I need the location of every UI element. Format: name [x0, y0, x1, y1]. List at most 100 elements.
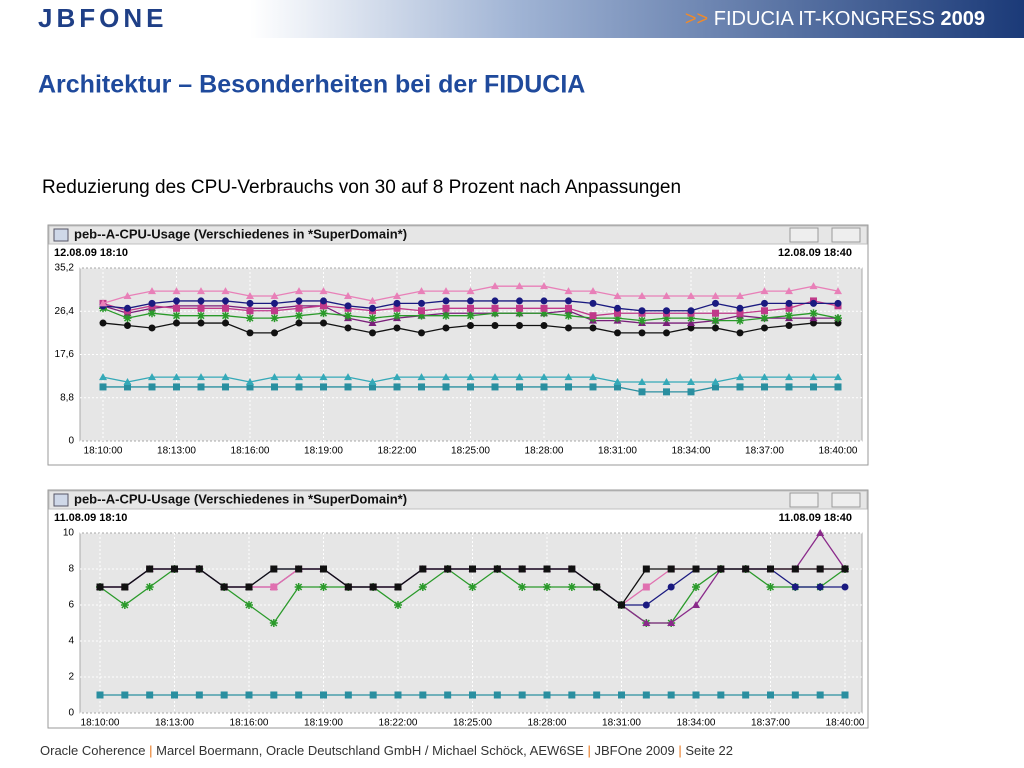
marker — [761, 299, 768, 307]
marker — [662, 314, 671, 323]
start-date: 12.08.09 18:10 — [54, 247, 128, 259]
window-titlebar — [48, 490, 868, 510]
marker — [717, 565, 725, 573]
marker — [593, 691, 601, 699]
marker — [834, 319, 842, 327]
window-title: peb--A-CPU-Usage (Verschiedenes in *Supe… — [74, 226, 407, 241]
nav-back[interactable] — [789, 227, 819, 243]
marker — [540, 309, 548, 318]
x-tick-label: 18:37:00 — [745, 446, 784, 457]
marker — [393, 304, 401, 312]
nav-back[interactable] — [789, 492, 819, 508]
marker — [124, 304, 131, 312]
marker — [687, 292, 695, 300]
marker — [294, 583, 303, 591]
marker — [246, 378, 254, 386]
marker — [543, 583, 551, 591]
x-tick-label: 18:40:00 — [819, 446, 858, 457]
marker — [173, 304, 180, 312]
marker — [642, 565, 650, 573]
marker — [393, 383, 401, 391]
marker — [712, 324, 719, 332]
slide-title: Architektur – Besonderheiten bei der FID… — [38, 71, 585, 99]
marker — [468, 583, 477, 591]
marker — [711, 378, 720, 386]
marker — [146, 691, 154, 699]
nav-forward[interactable] — [831, 492, 861, 508]
marker — [667, 565, 675, 573]
marker — [418, 307, 425, 315]
marker — [295, 311, 303, 320]
marker — [687, 319, 695, 327]
nav-forward[interactable] — [831, 227, 861, 243]
marker — [516, 383, 523, 391]
marker — [540, 297, 548, 305]
marker — [767, 691, 774, 699]
marker — [467, 322, 474, 330]
marker — [124, 322, 131, 330]
marker — [121, 691, 129, 699]
marker — [663, 307, 670, 315]
x-tick-label: 18:16:00 — [231, 446, 270, 457]
marker — [816, 691, 824, 699]
marker — [711, 292, 720, 300]
marker — [246, 307, 254, 315]
marker — [173, 383, 180, 391]
marker — [785, 287, 793, 295]
y-tick-label: 6 — [68, 600, 74, 611]
marker — [393, 299, 401, 307]
marker — [642, 601, 650, 609]
marker — [369, 329, 376, 337]
marker — [467, 297, 474, 305]
marker — [809, 373, 818, 381]
marker — [295, 373, 303, 381]
marker — [760, 314, 769, 323]
marker — [491, 282, 499, 290]
marker — [662, 319, 671, 327]
marker — [270, 583, 278, 591]
marker — [841, 565, 849, 573]
start-date: 11.08.09 18:10 — [54, 512, 127, 524]
marker — [834, 314, 842, 323]
header-band — [250, 0, 1024, 38]
x-tick-label: 18:25:00 — [453, 718, 492, 729]
marker — [270, 314, 279, 323]
marker — [736, 309, 744, 317]
marker — [540, 383, 548, 391]
marker — [491, 309, 499, 318]
marker — [344, 302, 352, 310]
marker — [809, 309, 818, 318]
marker — [393, 311, 401, 320]
marker — [222, 383, 229, 391]
marker — [295, 691, 303, 699]
banner-year: 2009 — [941, 8, 986, 30]
marker — [712, 309, 719, 317]
marker — [593, 583, 601, 591]
marker — [368, 319, 377, 327]
marker — [197, 304, 205, 312]
marker — [394, 583, 402, 591]
marker — [369, 691, 377, 699]
end-date: 11.08.09 18:40 — [779, 512, 852, 524]
marker — [197, 297, 205, 305]
marker — [761, 324, 768, 332]
marker — [467, 304, 474, 312]
marker — [222, 304, 229, 312]
marker — [270, 292, 279, 300]
marker — [589, 383, 597, 391]
marker — [841, 583, 849, 591]
x-tick-label: 18:22:00 — [378, 446, 417, 457]
marker — [148, 373, 156, 381]
x-tick-label: 18:19:00 — [304, 446, 343, 457]
footer-item: JBFOne 2009 — [591, 743, 678, 758]
marker — [171, 565, 178, 573]
marker — [369, 583, 377, 591]
y-tick-label: 2 — [68, 672, 74, 683]
marker — [516, 304, 523, 312]
marker — [221, 287, 230, 295]
marker — [663, 329, 670, 337]
marker — [687, 378, 695, 386]
x-tick-label: 18:37:00 — [751, 718, 790, 729]
marker — [568, 691, 576, 699]
marker — [320, 302, 327, 310]
